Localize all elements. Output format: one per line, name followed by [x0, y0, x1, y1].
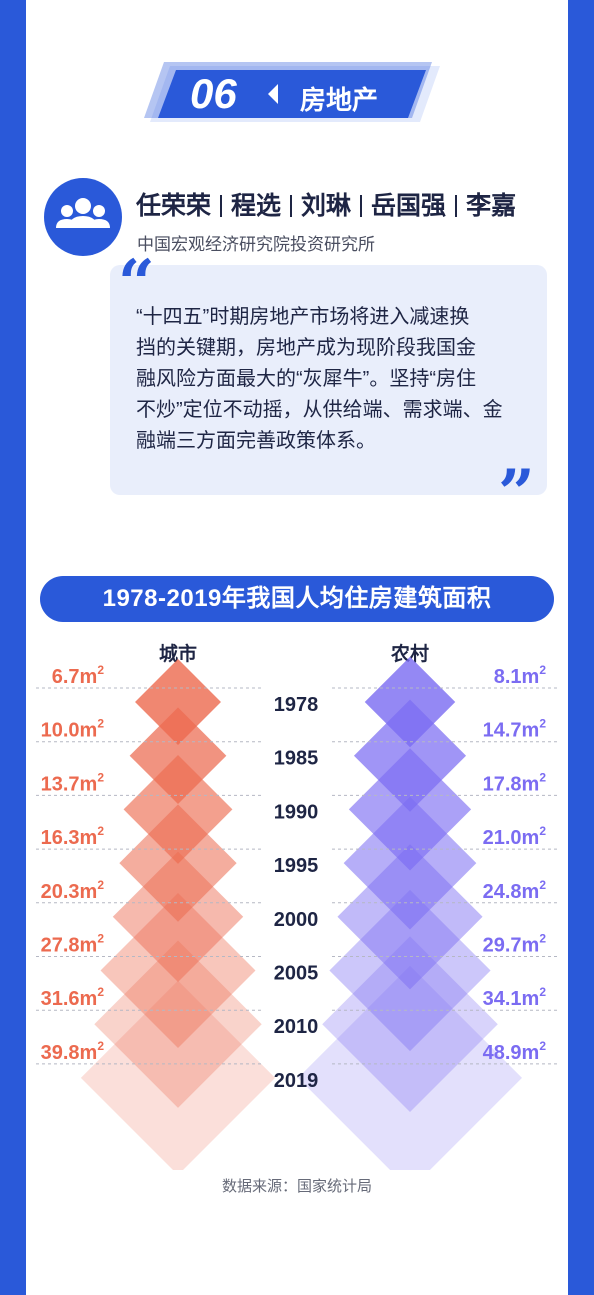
rural-value-label: 17.8m2	[483, 770, 547, 795]
rural-value-label: 48.9m2	[483, 1039, 547, 1064]
city-value-label: 16.3m2	[41, 824, 105, 849]
quote-line: 融端三方面完善政策体系。	[136, 430, 376, 452]
city-diamond	[100, 893, 256, 1048]
divider	[290, 195, 293, 217]
author-name: 程选	[231, 192, 282, 220]
quote-open-icon: “	[118, 246, 155, 321]
rural-value-label: 21.0m2	[483, 824, 547, 849]
city-diamond	[123, 754, 233, 864]
rural-diamond	[364, 656, 456, 748]
rural-value-label: 34.1m2	[483, 985, 547, 1010]
rural-diamond	[353, 699, 467, 812]
series-label-rural: 农村	[390, 642, 429, 665]
author-name: 刘琳	[301, 192, 352, 220]
quote-line: 融风险方面最大的“灰犀牛”。坚持“房住	[136, 368, 476, 390]
rural-diamond	[298, 965, 522, 1170]
city-diamond	[80, 980, 276, 1170]
data-source: 数据来源：国家统计局	[221, 1178, 372, 1195]
year-label: 2019	[274, 1070, 319, 1092]
divider	[220, 195, 223, 217]
city-value-label: 13.7m2	[41, 770, 105, 795]
author-name: 岳国强	[371, 192, 447, 220]
left-border	[0, 0, 26, 1295]
city-value-label: 6.7m2	[52, 663, 105, 688]
author-name: 任荣荣	[136, 192, 212, 220]
divider	[360, 195, 363, 217]
section-title: 房地产	[300, 85, 379, 115]
quote-box	[110, 265, 547, 495]
chart-title: 1978-2019年我国人均住房建筑面积	[102, 585, 492, 612]
year-label: 2000	[274, 909, 319, 931]
author-institute: 中国宏观经济研究院投资研究所	[137, 235, 375, 254]
year-label: 1985	[274, 748, 319, 770]
year-label: 1978	[274, 694, 319, 716]
rural-value-label: 8.1m2	[494, 663, 547, 688]
year-label: 2010	[274, 1016, 319, 1038]
city-value-label: 10.0m2	[41, 717, 105, 742]
quote-close-icon: ”	[498, 456, 535, 531]
divider	[455, 195, 458, 217]
rural-value-label: 29.7m2	[483, 932, 547, 957]
rural-diamond	[329, 889, 491, 1052]
quote-line: 不炒”定位不动摇，从供给端、需求端、金	[136, 399, 503, 421]
rural-value-label: 14.7m2	[483, 717, 547, 742]
city-diamond	[135, 659, 221, 745]
series-label-city: 城市	[159, 642, 197, 665]
section-number: 06	[190, 70, 237, 117]
avatar	[44, 178, 122, 256]
right-border	[568, 0, 594, 1295]
city-value-label: 20.3m2	[41, 878, 105, 903]
chart-area: 城市 农村 1978 6.7m2 8.1m2 1985 10.0m2 14.7m2 1990 13…	[36, 642, 560, 1170]
rural-value-label: 24.8m2	[483, 878, 547, 903]
quote-line: 挡的关键期，房地产成为现阶段我国金	[136, 337, 476, 359]
author-list: 任荣荣 程选 刘琳 岳国强 李嘉	[136, 186, 516, 222]
city-value-label: 39.8m2	[41, 1039, 105, 1064]
quote-line: “十四五”时期房地产市场将进入减速换	[136, 306, 470, 328]
chart-title-bar	[40, 576, 554, 622]
year-label: 1990	[274, 801, 319, 823]
city-value-label: 27.8m2	[41, 932, 105, 957]
rural-diamond	[322, 936, 498, 1112]
banner-shape	[144, 62, 440, 122]
year-label: 1995	[274, 855, 319, 877]
city-value-label: 31.6m2	[41, 985, 105, 1010]
year-label: 2005	[274, 963, 319, 985]
quote-text: “十四五”时期房地产市场将进入减速换 挡的关键期，房地产成为现阶段我国金 融风险…	[136, 302, 532, 457]
people-group-icon	[56, 198, 110, 228]
author-name: 李嘉	[466, 192, 517, 220]
